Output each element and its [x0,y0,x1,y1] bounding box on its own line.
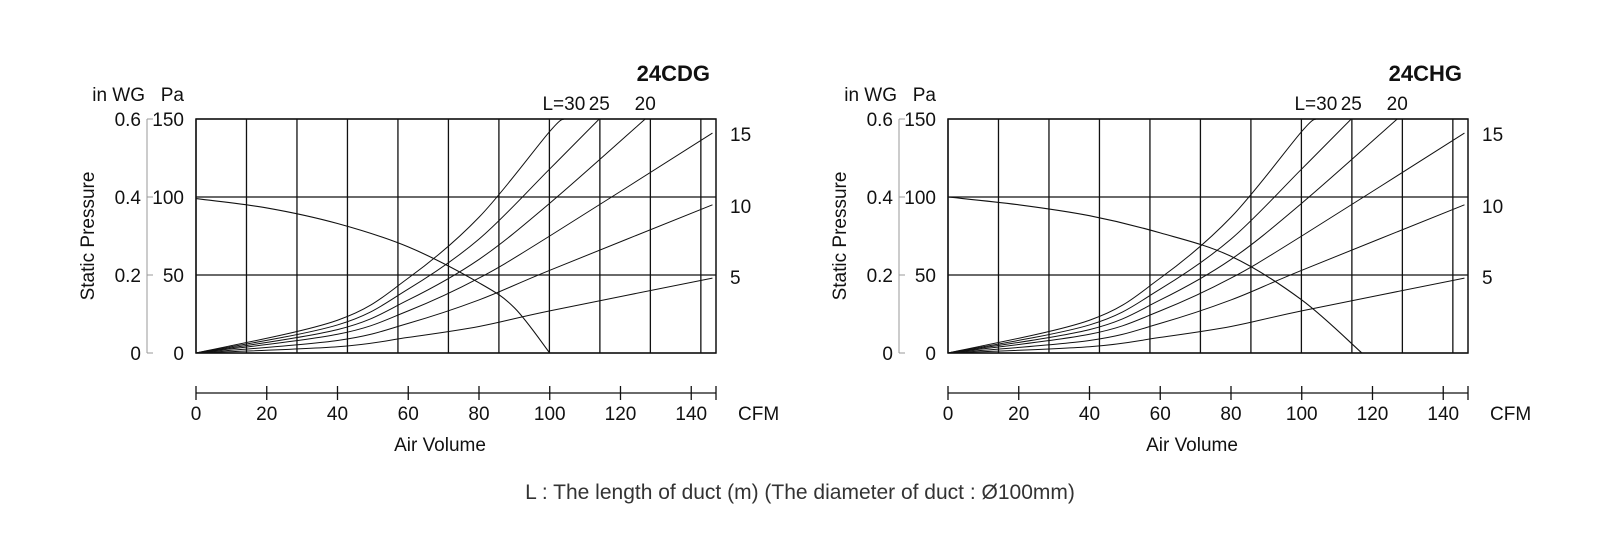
x-tick-label: 100 [534,404,566,425]
right-scale-label: 10 [730,197,751,218]
right-scale-label: 15 [1482,125,1503,146]
chart-title: 24CHG [1389,61,1462,86]
duct-curve-30 [948,119,1317,353]
x-tick-label: 80 [1220,404,1241,425]
duct-curve-5 [196,277,713,353]
pa-tick-label: 150 [152,110,184,131]
pa-tick-label: 150 [904,110,936,131]
fan-performance-curve [196,198,551,353]
x-tick-label: 20 [256,404,277,425]
pa-tick-label: 50 [163,266,184,287]
plot-frame [195,118,717,354]
x-tick-label: 140 [675,404,707,425]
duct-curve-15 [948,132,1465,353]
x-tick-label: 40 [1079,404,1100,425]
x-tick-label: 80 [468,404,489,425]
inwg-tick-label: 0.2 [867,266,893,287]
x-tick-label: 0 [191,404,202,425]
right-scale-label: 5 [1482,268,1493,289]
chart-title: 24CDG [637,61,710,86]
right-scale-label: 10 [1482,197,1503,218]
inwg-tick-label: 0.4 [115,188,142,209]
x-tick-label: 120 [605,404,637,425]
plot-frame [947,118,1469,354]
fan-performance-curve [948,196,1363,353]
inwg-tick-label: 0.2 [115,266,141,287]
duct-curve-label: 25 [589,94,610,115]
duct-curve-5 [948,277,1465,353]
x-tick-label: 60 [1150,404,1171,425]
inwg-tick-label: 0.6 [867,110,893,131]
pa-tick-label: 0 [173,344,184,365]
duct-curve-label: 20 [1387,94,1408,115]
pa-unit-label: Pa [161,85,185,106]
inwg-tick-label: 0 [882,344,893,365]
x-tick-label: 100 [1286,404,1318,425]
y-axis-label: Static Pressure [78,172,99,301]
x-tick-label: 0 [943,404,954,425]
x-tick-label: 140 [1427,404,1459,425]
x-unit-label: CFM [738,404,779,425]
x-tick-label: 40 [327,404,348,425]
x-axis-label: Air Volume [1146,435,1238,456]
duct-curve-label: L=30 [542,94,585,115]
inwg-tick-label: 0 [130,344,141,365]
pa-tick-label: 0 [925,344,936,365]
pa-unit-label: Pa [913,85,937,106]
duct-curve-20 [948,119,1398,353]
duct-curve-label: 20 [635,94,656,115]
duct-curve-30 [196,119,565,353]
x-tick-label: 60 [398,404,419,425]
pa-tick-label: 100 [904,188,936,209]
x-axis-label: Air Volume [394,435,486,456]
pa-tick-label: 50 [915,266,936,287]
right-scale-label: 15 [730,125,751,146]
pa-tick-label: 100 [152,188,184,209]
duct-curve-10 [196,204,713,353]
x-tick-label: 20 [1008,404,1029,425]
duct-curve-25 [948,119,1352,353]
inwg-tick-label: 0.6 [115,110,141,131]
inwg-unit-label: in WG [92,85,145,106]
inwg-unit-label: in WG [844,85,897,106]
right-scale-label: 5 [730,268,741,289]
inwg-tick-label: 0.4 [867,188,894,209]
y-axis-label: Static Pressure [830,172,851,301]
duct-curve-20 [196,119,646,353]
duct-curve-10 [948,204,1465,353]
x-tick-label: 120 [1357,404,1389,425]
duct-curve-15 [196,132,713,353]
footnote: L : The length of duct (m) (The diameter… [525,481,1075,504]
duct-curve-25 [196,119,600,353]
x-unit-label: CFM [1490,404,1531,425]
duct-curve-label: L=30 [1294,94,1337,115]
duct-curve-label: 25 [1341,94,1362,115]
